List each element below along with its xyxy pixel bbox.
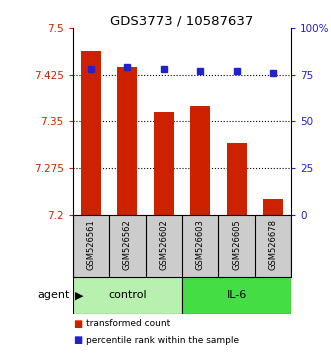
Bar [118,67,137,215]
Text: percentile rank within the sample: percentile rank within the sample [86,336,239,345]
Bar [227,143,247,215]
Text: IL-6: IL-6 [226,290,247,300]
Text: GSM526603: GSM526603 [196,219,205,270]
Text: GSM526678: GSM526678 [268,219,278,270]
Bar [190,106,210,215]
Text: transformed count: transformed count [86,319,170,328]
Bar [81,51,101,215]
Text: ■: ■ [73,319,82,329]
Text: ■: ■ [73,335,82,345]
Bar [263,199,283,215]
Text: GSM526605: GSM526605 [232,219,241,270]
Text: GSM526562: GSM526562 [123,219,132,270]
Bar [73,276,182,314]
Bar [154,112,174,215]
Bar [182,276,291,314]
Title: GDS3773 / 10587637: GDS3773 / 10587637 [110,14,254,27]
Text: GSM526561: GSM526561 [86,219,96,270]
Text: control: control [108,290,147,300]
Text: ▶: ▶ [74,290,83,300]
Text: GSM526602: GSM526602 [159,219,168,270]
Text: agent: agent [37,290,70,300]
